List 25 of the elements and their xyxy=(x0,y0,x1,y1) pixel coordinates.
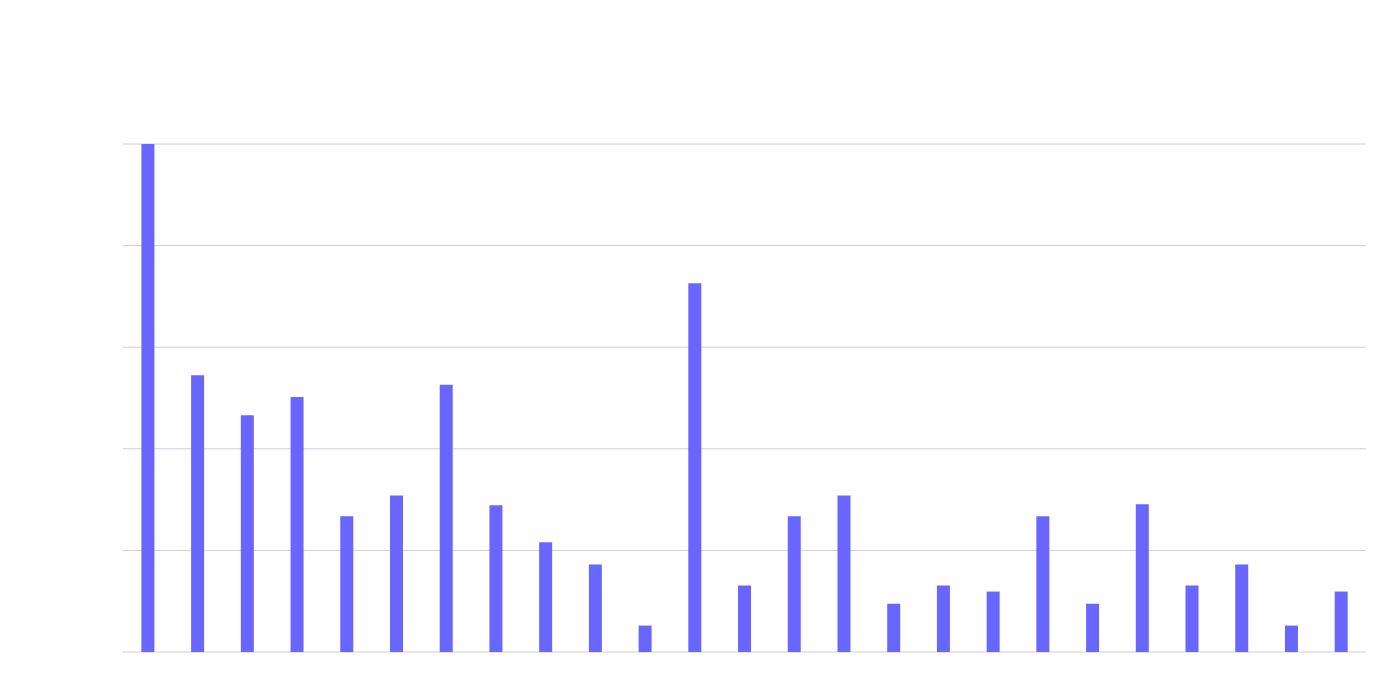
bar xyxy=(1036,516,1050,652)
bar xyxy=(489,505,503,652)
bar xyxy=(787,516,801,652)
bar xyxy=(191,375,205,652)
bar xyxy=(738,585,752,652)
bar xyxy=(141,144,155,652)
bar xyxy=(290,396,304,652)
bar xyxy=(340,516,354,652)
bar xyxy=(837,495,851,652)
bar xyxy=(1135,504,1149,652)
bar xyxy=(1284,625,1298,652)
bar xyxy=(390,495,403,652)
bar xyxy=(1235,564,1249,652)
bar xyxy=(1185,585,1199,652)
bar xyxy=(638,625,652,652)
bar xyxy=(240,415,254,652)
bar xyxy=(986,591,1000,652)
bar xyxy=(539,542,553,652)
bar xyxy=(688,283,702,652)
bar xyxy=(439,384,453,652)
bar xyxy=(1086,603,1100,652)
bar xyxy=(588,564,602,652)
bar xyxy=(936,585,950,652)
bar xyxy=(1334,591,1348,652)
bar xyxy=(887,603,901,652)
